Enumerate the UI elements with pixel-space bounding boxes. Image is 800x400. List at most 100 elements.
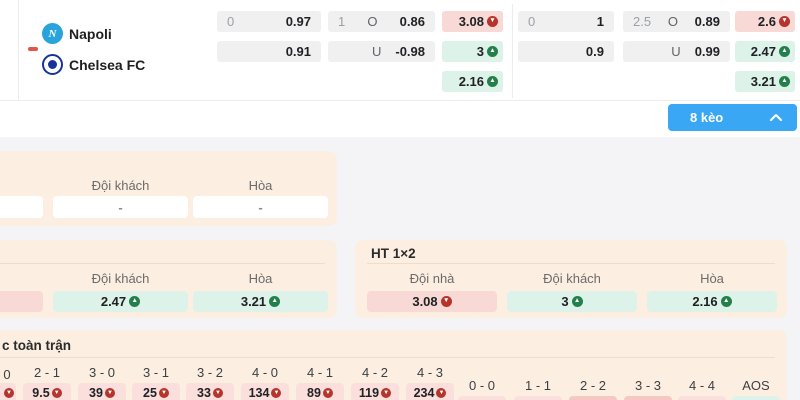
odds-value: 33 [197, 386, 211, 400]
trend-up-icon: ▲ [720, 296, 732, 307]
total1-over-cell[interactable]: 1 O 0.86 [328, 11, 435, 32]
x2-2-away-cell[interactable]: 2.47 ▲ [735, 41, 795, 62]
score-odds-pill[interactable] [732, 396, 780, 400]
total2-over-cell[interactable]: 2.5 O 0.89 [623, 11, 730, 32]
score-odds-pill[interactable]: 119 ▼ [351, 383, 399, 400]
handicap1-home-cell[interactable]: 0 0.97 [217, 11, 321, 32]
draw-column-header: Hòa [248, 178, 273, 193]
napoli-logo-icon: N [42, 23, 63, 44]
market-card-blank: Đội khách Hòa - - [0, 151, 337, 226]
market-card-ft-1x2: Đội khách Hòa 2.47 ▲ 3.21 ▲ [0, 240, 337, 318]
score-odds-pill[interactable]: 234 ▼ [406, 383, 454, 400]
trend-down-icon: ▼ [104, 388, 115, 398]
home-odds-cell-partial[interactable] [0, 196, 43, 218]
away-odds-cell[interactable]: 3 ▲ [507, 291, 637, 312]
odds-value: 25 [143, 386, 157, 400]
x2-1-home-cell[interactable]: 3.08 ▼ [442, 11, 503, 32]
score-label: 3 - 3 [634, 378, 661, 393]
trend-down-icon: ▼ [271, 388, 282, 398]
odds-value: 3.08 [458, 14, 484, 29]
score-label: 2 - 2 [579, 378, 606, 393]
trend-up-icon: ▲ [269, 296, 281, 307]
odds-value: 89 [307, 386, 321, 400]
trend-up-icon: ▲ [779, 46, 790, 57]
odds-value: 3.08 [412, 294, 438, 309]
draw-odds-cell[interactable]: - [193, 196, 328, 218]
home-odds-cell[interactable]: 3.08 ▼ [367, 291, 497, 312]
x2-1-away-cell[interactable]: 3 ▲ [442, 41, 503, 62]
score-label: 0 - 0 [468, 378, 495, 393]
score-odds-pill[interactable]: 33 ▼ [186, 383, 234, 400]
handicap1-away-cell[interactable]: 0.91 [217, 41, 321, 62]
score-odds-pill[interactable] [514, 396, 562, 400]
trend-up-icon: ▲ [487, 46, 498, 57]
score-odds-pill-partial[interactable]: ▼ [0, 383, 16, 400]
score-label: 2 - 1 [33, 365, 60, 380]
odds-value: 0.97 [285, 14, 311, 29]
draw-odds-cell[interactable]: 3.21 ▲ [193, 291, 328, 312]
total1-under-cell[interactable]: U -0.98 [328, 41, 435, 62]
odds-value: 3.21 [750, 74, 776, 89]
odds-value: 3 [476, 44, 484, 59]
score-odds-pill[interactable] [678, 396, 726, 400]
away-team-row[interactable]: Chelsea FC [42, 54, 145, 75]
odds-value: 0.91 [285, 44, 311, 59]
over-label: O [667, 14, 678, 29]
trend-down-icon: ▼ [381, 388, 392, 398]
odds-value: 0.86 [399, 14, 425, 29]
trend-up-icon: ▲ [129, 296, 141, 307]
card-title: HT 1×2 [371, 246, 416, 261]
away-column-header: Đội khách [91, 178, 150, 193]
score-odds-pill[interactable] [624, 396, 672, 400]
home-team-row[interactable]: N Napoli [42, 23, 112, 44]
under-label: U [671, 44, 681, 59]
score-odds-pill[interactable] [569, 396, 617, 400]
trend-down-icon: ▼ [51, 388, 62, 398]
score-odds-pill[interactable]: 39 ▼ [78, 383, 126, 400]
score-odds-pill[interactable]: 89 ▼ [296, 383, 344, 400]
away-column-header: Đội khách [91, 271, 150, 286]
over-label: O [367, 14, 378, 29]
trend-down-icon: ▼ [487, 16, 498, 27]
odds-value: 2.16 [458, 74, 484, 89]
away-odds-cell[interactable]: - [53, 196, 188, 218]
trend-up-icon: ▲ [487, 76, 498, 87]
total2-under-cell[interactable]: U 0.99 [623, 41, 730, 62]
card-divider [0, 357, 775, 358]
handicap-line: 0 [528, 14, 536, 29]
handicap2-away-cell[interactable]: 0.9 [518, 41, 614, 62]
odds-board: N Napoli Chelsea FC 0 0.97 0.91 1 O 0.86… [0, 0, 800, 137]
handicap2-home-cell[interactable]: 0 1 [518, 11, 614, 32]
score-label: 3 - 1 [142, 365, 169, 380]
score-label: 4 - 0 [251, 365, 278, 380]
home-team-name: Napoli [69, 25, 112, 42]
score-odds-pill[interactable]: 9.5 ▼ [23, 383, 71, 400]
away-team-name: Chelsea FC [69, 56, 146, 73]
score-odds-pill[interactable] [458, 396, 506, 400]
trend-down-icon: ▼ [779, 16, 790, 27]
score-odds-pill[interactable]: 134 ▼ [241, 383, 289, 400]
x2-1-draw-cell[interactable]: 2.16 ▲ [442, 71, 503, 92]
score-label: 3 - 2 [196, 365, 223, 380]
odds-value: 9.5 [32, 386, 50, 400]
score-label: 4 - 2 [361, 365, 388, 380]
draw-odds-cell[interactable]: 2.16 ▲ [647, 291, 777, 312]
trend-down-icon: ▼ [322, 388, 333, 398]
x2-2-home-cell[interactable]: 2.6 ▼ [735, 11, 795, 32]
odds-value: - [118, 199, 123, 215]
draw-column-header: Hòa [700, 271, 724, 286]
odds-value: -0.98 [395, 44, 425, 59]
x2-2-draw-cell[interactable]: 3.21 ▲ [735, 71, 795, 92]
total-line: 2.5 [633, 14, 652, 29]
trend-down-icon: ▼ [436, 388, 447, 398]
column-divider [512, 4, 513, 98]
home-odds-cell-partial[interactable] [0, 291, 43, 312]
odds-value: 1 [596, 14, 604, 29]
odds-value: - [258, 199, 263, 215]
collapse-odds-button[interactable]: 8 kèo [668, 104, 797, 131]
score-odds-pill[interactable]: 25 ▼ [132, 383, 180, 400]
away-odds-cell[interactable]: 2.47 ▲ [53, 291, 188, 312]
score-label: 4 - 3 [416, 365, 443, 380]
trend-down-icon: ▼ [158, 388, 169, 398]
